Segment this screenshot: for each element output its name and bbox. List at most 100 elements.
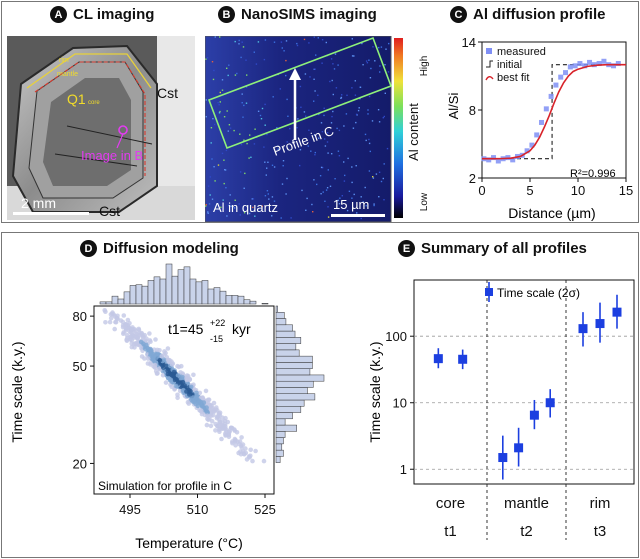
sims-pixel xyxy=(378,171,381,173)
sims-pixel xyxy=(241,93,243,95)
sims-pixel xyxy=(379,71,381,73)
d-sim-point xyxy=(165,346,171,351)
colorbar-high-label: High xyxy=(419,56,430,77)
c-measured-point xyxy=(553,82,559,88)
c-measured-point xyxy=(563,70,569,76)
d-sim-point xyxy=(148,351,153,357)
sims-pixel xyxy=(226,110,228,112)
sims-pixel xyxy=(321,62,323,64)
d-sim-point xyxy=(137,332,143,338)
scale-bar-b xyxy=(331,214,385,217)
e-plot-frame xyxy=(413,279,635,485)
c-measured-point xyxy=(611,63,617,69)
d-sim-point xyxy=(233,439,238,444)
sims-pixel xyxy=(296,42,298,45)
sims-pixel xyxy=(285,40,288,42)
d-sim-point xyxy=(187,377,192,383)
d-x-tick-label: 525 xyxy=(254,502,276,517)
c-best-fit-line xyxy=(482,63,626,160)
panel-c-title-text: Al diffusion profile xyxy=(473,6,606,23)
c-measured-point xyxy=(601,58,607,64)
sims-pixel xyxy=(223,182,225,185)
d-top-hist-bar xyxy=(105,301,113,305)
d-x-axis-label: Temperature (°C) xyxy=(135,535,243,551)
e-y-tick-label: 10 xyxy=(393,396,407,411)
d-sim-point xyxy=(155,347,160,353)
sims-pixel xyxy=(241,41,243,43)
d-sim-point xyxy=(165,368,170,374)
sims-pixel xyxy=(362,201,364,203)
d-sim-point xyxy=(145,346,151,351)
sims-pixel xyxy=(273,41,276,43)
panel-e-badge: E xyxy=(398,240,415,257)
d-top-hist-bar xyxy=(237,295,245,305)
sims-pixel xyxy=(314,134,316,136)
d-simulation-label: Simulation for profile in C xyxy=(98,479,232,493)
sims-pixel xyxy=(271,196,274,198)
sims-pixel xyxy=(257,41,260,43)
d-right-hist-bar xyxy=(275,393,316,401)
d-sim-point xyxy=(209,406,215,411)
sims-pixel xyxy=(321,131,324,133)
sims-pixel xyxy=(383,115,385,118)
e-legend-marker xyxy=(485,288,493,296)
sims-pixel xyxy=(281,47,283,49)
sims-pixel xyxy=(365,60,368,62)
sims-pixel xyxy=(337,150,340,152)
d-top-hist-bar xyxy=(261,303,269,305)
sims-pixel xyxy=(268,198,270,200)
d-sim-point xyxy=(180,379,186,385)
d-sim-point xyxy=(238,449,243,454)
sims-pixel xyxy=(366,62,369,64)
sims-pixel xyxy=(316,183,318,186)
sims-pixel xyxy=(327,169,329,171)
sims-pixel xyxy=(327,206,329,208)
d-sim-point xyxy=(247,455,252,460)
d-sim-point xyxy=(174,377,180,382)
d-sim-point xyxy=(243,446,248,451)
sims-pixel xyxy=(205,204,207,206)
e-point xyxy=(612,307,622,317)
d-right-hist-bar xyxy=(275,324,293,332)
d-right-hist-bar xyxy=(275,406,302,413)
sims-pixel xyxy=(371,120,374,122)
sims-pixel xyxy=(239,133,241,135)
sims-pixel xyxy=(217,164,220,166)
sims-pixel xyxy=(368,59,370,61)
sims-pixel xyxy=(332,110,334,113)
sims-pixel xyxy=(332,93,334,96)
d-plot-frame xyxy=(93,305,275,495)
sims-pixel xyxy=(211,198,214,200)
sims-pixel xyxy=(368,95,371,98)
sims-pixel xyxy=(368,170,371,172)
sims-pixel xyxy=(310,150,312,152)
sims-pixel xyxy=(383,199,385,201)
sims-pixel xyxy=(279,88,281,90)
d-sim-point xyxy=(121,330,126,335)
d-sim-point xyxy=(234,430,240,435)
d-right-hist-bar xyxy=(275,380,314,388)
d-sim-point xyxy=(163,380,169,385)
q1-label: Q1 xyxy=(67,91,86,107)
sims-pixel xyxy=(365,205,367,207)
d-sim-point xyxy=(108,315,114,321)
d-sim-point xyxy=(103,320,108,325)
sims-pixel xyxy=(238,43,240,45)
sims-pixel xyxy=(336,127,338,130)
d-annotation-unit: kyr xyxy=(232,321,251,337)
c-measured-point xyxy=(524,148,530,154)
d-sim-point xyxy=(178,370,183,375)
sims-pixel xyxy=(245,86,248,88)
c-measured-point xyxy=(539,119,545,125)
sims-pixel xyxy=(337,64,339,66)
rim-label: rim xyxy=(59,57,69,64)
c-measured-point xyxy=(510,157,516,163)
d-x-tick-label: 510 xyxy=(187,502,209,517)
sims-pixel xyxy=(341,94,343,96)
sims-pixel xyxy=(229,127,232,129)
sims-pixel xyxy=(362,64,364,66)
c-x-tick-label: 0 xyxy=(478,183,485,198)
d-sim-point xyxy=(237,439,243,444)
sims-pixel xyxy=(303,38,306,41)
sims-pixel xyxy=(388,42,390,45)
